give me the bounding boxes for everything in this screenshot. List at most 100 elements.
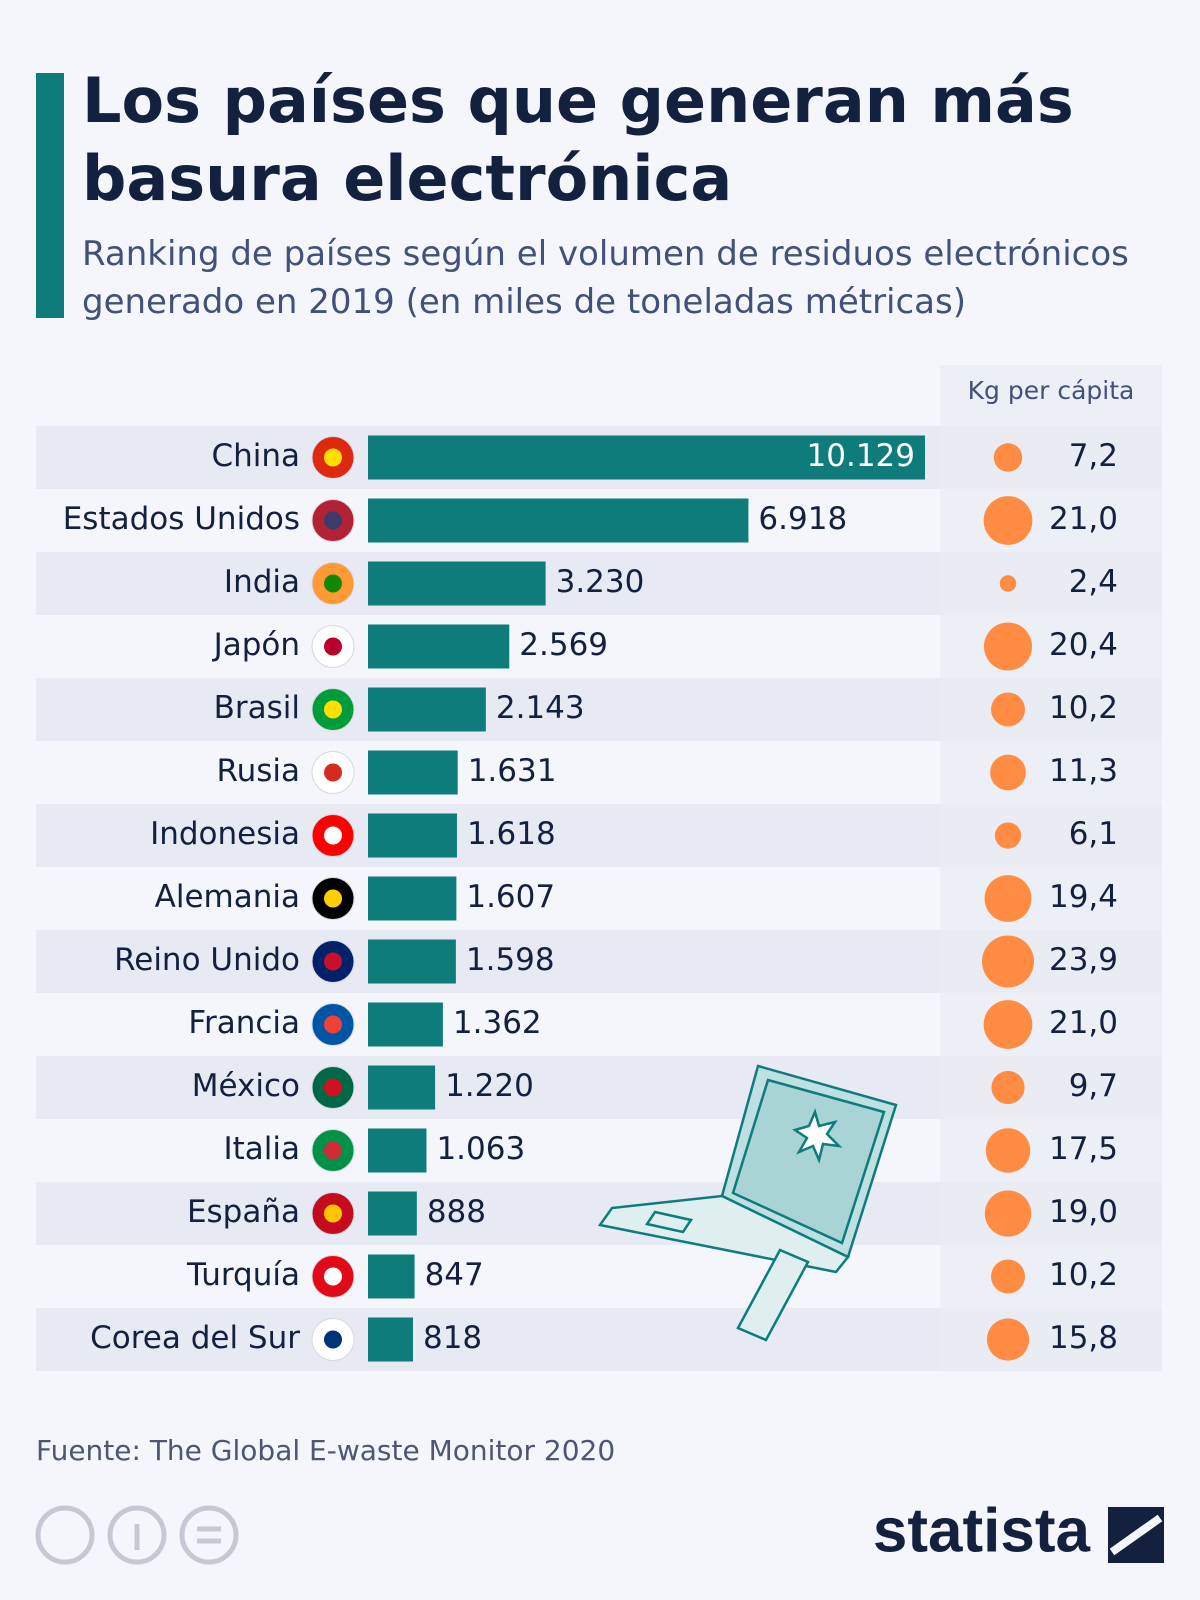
- value-label: 2.143: [496, 690, 585, 726]
- accent-bar: [36, 73, 64, 318]
- flag-emblem: [324, 952, 342, 971]
- logo: statista: [873, 1496, 1091, 1565]
- bar: [368, 687, 486, 732]
- laptop-illustration: [597, 1064, 898, 1342]
- category-label: México: [192, 1068, 300, 1104]
- flag-emblem: [324, 637, 342, 656]
- per-capita-bubble: [985, 1128, 1031, 1173]
- per-capita-bubble: [999, 575, 1017, 592]
- flag-emblem: [324, 700, 342, 719]
- bar: [368, 750, 458, 795]
- flag-emblem: [324, 1078, 342, 1097]
- per-capita-bubble: [986, 1318, 1030, 1361]
- flag-emblem: [324, 448, 342, 467]
- license-icons: [35, 1505, 239, 1565]
- bar: [368, 876, 457, 921]
- category-label: Corea del Sur: [90, 1320, 300, 1356]
- value-label: 888: [427, 1194, 486, 1230]
- value-label: 1.618: [467, 816, 556, 852]
- chart-subtitle: Ranking de países según el volumen de re…: [82, 234, 1129, 322]
- per-capita-label: 10,2: [1049, 690, 1118, 726]
- bar: [368, 939, 456, 984]
- bar: [368, 624, 510, 669]
- category-label: Japón: [212, 627, 300, 663]
- category-label: Estados Unidos: [63, 501, 300, 537]
- chart-title: Los países que generan más basura electr…: [82, 64, 1074, 215]
- flag-emblem: [324, 1330, 342, 1349]
- per-capita-label: 19,0: [1049, 1194, 1118, 1230]
- per-capita-bubble: [983, 622, 1033, 671]
- value-label: 1.063: [436, 1131, 525, 1167]
- value-label: 1.607: [466, 879, 555, 915]
- per-capita-bubble: [984, 1190, 1032, 1237]
- value-label: 2.569: [519, 627, 608, 663]
- flag-emblem: [324, 1204, 342, 1223]
- per-capita-bubble: [991, 1259, 1025, 1294]
- per-capita-label: 9,7: [1069, 1068, 1118, 1104]
- bar: [368, 1065, 436, 1110]
- per-capita-label: 20,4: [1049, 627, 1118, 663]
- per-capita-label: 21,0: [1049, 1005, 1118, 1041]
- bar: [368, 1002, 443, 1047]
- per-capita-label: 7,2: [1069, 438, 1118, 474]
- logo-mark: [1108, 1507, 1164, 1563]
- per-capita-bubble: [991, 692, 1025, 727]
- value-label: 1.631: [468, 753, 557, 789]
- bars: China 10.129 7,2 Estados Unidos 6.918 21,0 Ind…: [63, 435, 1118, 1362]
- per-capita-bubble: [984, 875, 1032, 922]
- value-label: 6.918: [758, 501, 847, 537]
- category-label: India: [224, 564, 300, 600]
- flag-emblem: [324, 1141, 342, 1160]
- category-label: Francia: [188, 1005, 300, 1041]
- per-capita-bubble: [982, 935, 1034, 988]
- category-label: Alemania: [155, 879, 300, 915]
- per-capita-label: 15,8: [1049, 1320, 1118, 1356]
- bar: [368, 498, 749, 543]
- flag-emblem: [324, 763, 342, 782]
- bar: [368, 561, 546, 606]
- per-capita-label: 23,9: [1049, 942, 1118, 978]
- value-label: 10.129: [807, 438, 915, 474]
- flag-emblem: [324, 826, 342, 845]
- value-label: 818: [423, 1320, 482, 1356]
- value-label: 3.230: [556, 564, 645, 600]
- flag-emblem: [324, 1015, 342, 1034]
- bar: [368, 1317, 413, 1362]
- category-label: Rusia: [216, 753, 300, 789]
- value-label: 1.362: [453, 1005, 542, 1041]
- per-capita-bubble: [994, 822, 1022, 849]
- flag-emblem: [324, 889, 342, 908]
- category-label: Indonesia: [150, 816, 300, 852]
- bar: [368, 1191, 417, 1236]
- flag-emblem: [324, 574, 342, 593]
- category-label: Reino Unido: [114, 942, 300, 978]
- category-label: Italia: [223, 1131, 300, 1167]
- per-capita-label: 21,0: [1049, 501, 1118, 537]
- per-capita-label: 2,4: [1069, 564, 1118, 600]
- bar: [368, 813, 457, 858]
- per-capita-label: 19,4: [1049, 879, 1118, 915]
- category-label: Turquía: [186, 1257, 300, 1293]
- per-capita-bubble: [991, 1070, 1025, 1105]
- value-label: 1.220: [445, 1068, 534, 1104]
- bar: [368, 1254, 415, 1299]
- per-capita-label: 10,2: [1049, 1257, 1118, 1293]
- per-capita-bubble: [983, 496, 1033, 545]
- per-capita-bubble: [993, 443, 1023, 472]
- bar: [368, 435, 925, 480]
- flag-emblem: [324, 1267, 342, 1286]
- flag-emblem: [324, 511, 342, 530]
- per-capita-label: 17,5: [1049, 1131, 1118, 1167]
- category-label: Brasil: [214, 690, 300, 726]
- bar: [368, 1128, 427, 1173]
- per-capita-bubble: [983, 1000, 1033, 1049]
- category-label: China: [211, 438, 300, 474]
- value-label: 847: [425, 1257, 484, 1293]
- source-note: Fuente: The Global E-waste Monitor 2020: [36, 1434, 615, 1467]
- per-capita-column: [940, 365, 1162, 1370]
- category-label: España: [187, 1194, 300, 1230]
- per-capita-label: 6,1: [1069, 816, 1118, 852]
